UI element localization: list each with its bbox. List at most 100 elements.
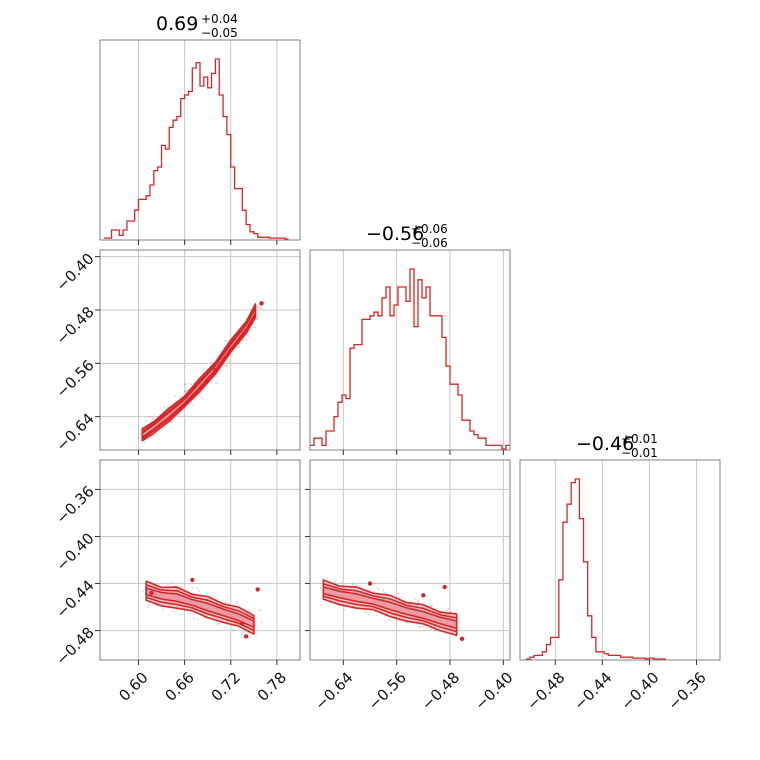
sample-point: [422, 625, 425, 628]
sample-point: [224, 601, 227, 603]
x-tick-label: 0.78: [254, 668, 290, 704]
sample-point: [210, 361, 213, 363]
sample-point: [344, 608, 346, 611]
sample-point: [151, 418, 154, 420]
sample-point: [458, 621, 461, 624]
sample-point: [243, 630, 246, 633]
sample-point: [137, 436, 140, 439]
sample-point: [389, 619, 391, 622]
sample-point: [448, 610, 451, 613]
sample-point: [225, 340, 228, 342]
sample-point: [245, 338, 248, 341]
panel-title-upper-error: +0.01: [621, 432, 658, 446]
sample-point: [222, 346, 225, 349]
panel-frame: [99, 249, 301, 451]
histogram-series-line: [310, 268, 510, 450]
panel-frame: [309, 459, 511, 661]
x-tick-label: 0.72: [208, 668, 244, 704]
sample-point: [254, 624, 257, 626]
sample-point: [236, 602, 239, 604]
outlier-point: [243, 634, 249, 639]
histogram-series-line: [525, 478, 666, 660]
sample-point: [202, 616, 205, 619]
sample-point: [147, 604, 150, 607]
sample-point: [241, 339, 244, 341]
outlier-point: [213, 367, 218, 373]
sample-point: [218, 622, 221, 625]
panel-frame: [309, 249, 511, 451]
sample-point: [189, 612, 191, 615]
sample-point: [419, 625, 422, 628]
sample-point: [430, 628, 433, 631]
sample-point: [430, 605, 433, 608]
sample-point: [416, 601, 419, 604]
sample-point: [220, 350, 222, 352]
sample-point: [149, 436, 152, 438]
x-tick-label: −0.48: [523, 668, 568, 713]
y-tick-label: −0.40: [52, 250, 97, 295]
outlier-point: [141, 435, 147, 441]
sample-point: [192, 404, 195, 407]
sample-point: [418, 626, 421, 628]
sample-point: [334, 580, 337, 583]
outlier-point: [442, 584, 447, 590]
sample-point: [247, 632, 249, 634]
contour-level-3: [141, 307, 257, 438]
sample-point: [174, 395, 176, 398]
sample-point: [166, 406, 169, 409]
sample-point: [397, 592, 400, 595]
outlier-point: [149, 590, 154, 596]
sample-point: [195, 587, 198, 590]
panel-frame: [99, 459, 301, 661]
sample-point: [190, 383, 193, 386]
sample-point: [225, 365, 227, 368]
sample-point: [188, 382, 191, 385]
sample-point: [445, 609, 447, 612]
sample-point: [351, 582, 354, 585]
y-tick-label: −0.36: [52, 482, 97, 527]
sample-point: [414, 598, 417, 600]
sample-point: [373, 590, 375, 593]
sample-point: [377, 588, 380, 590]
sample-point: [351, 583, 354, 586]
x-tick-label: −0.40: [471, 668, 516, 713]
x-tick-label: −0.44: [570, 668, 615, 713]
x-tick-label: −0.64: [311, 668, 356, 713]
outlier-point: [459, 636, 465, 642]
panel-title-upper-error: +0.06: [411, 222, 448, 236]
outlier-point: [259, 301, 264, 306]
sample-point: [447, 607, 450, 610]
sample-point: [184, 389, 187, 392]
sample-point: [235, 601, 238, 604]
sample-point: [433, 629, 436, 632]
sample-point: [259, 307, 262, 310]
sample-point: [237, 346, 240, 348]
sample-point: [149, 415, 151, 418]
sample-point: [184, 390, 187, 393]
y-tick-label: −0.48: [52, 303, 97, 348]
x-tick-label: 0.60: [115, 668, 151, 704]
contour-level-2: [141, 305, 257, 440]
panel-frame: [99, 39, 301, 241]
sample-point: [254, 326, 256, 329]
sample-point: [340, 581, 343, 584]
sample-point: [237, 346, 239, 348]
sample-point: [240, 633, 243, 636]
sample-point: [257, 306, 260, 309]
sample-point: [145, 420, 148, 423]
sample-point: [141, 597, 144, 599]
sample-point: [191, 586, 194, 589]
sample-point: [167, 584, 169, 587]
sample-point: [196, 618, 199, 621]
sample-point: [431, 605, 434, 608]
sample-point: [260, 621, 263, 624]
sample-point: [139, 432, 142, 435]
panel-title-lower-error: −0.01: [621, 446, 658, 460]
sample-point: [225, 365, 228, 368]
outlier-point: [255, 587, 260, 592]
sample-point: [171, 421, 173, 424]
y-tick-label: −0.48: [52, 624, 97, 669]
sample-point: [184, 383, 186, 386]
sample-point: [434, 629, 436, 632]
sample-point: [170, 581, 173, 584]
